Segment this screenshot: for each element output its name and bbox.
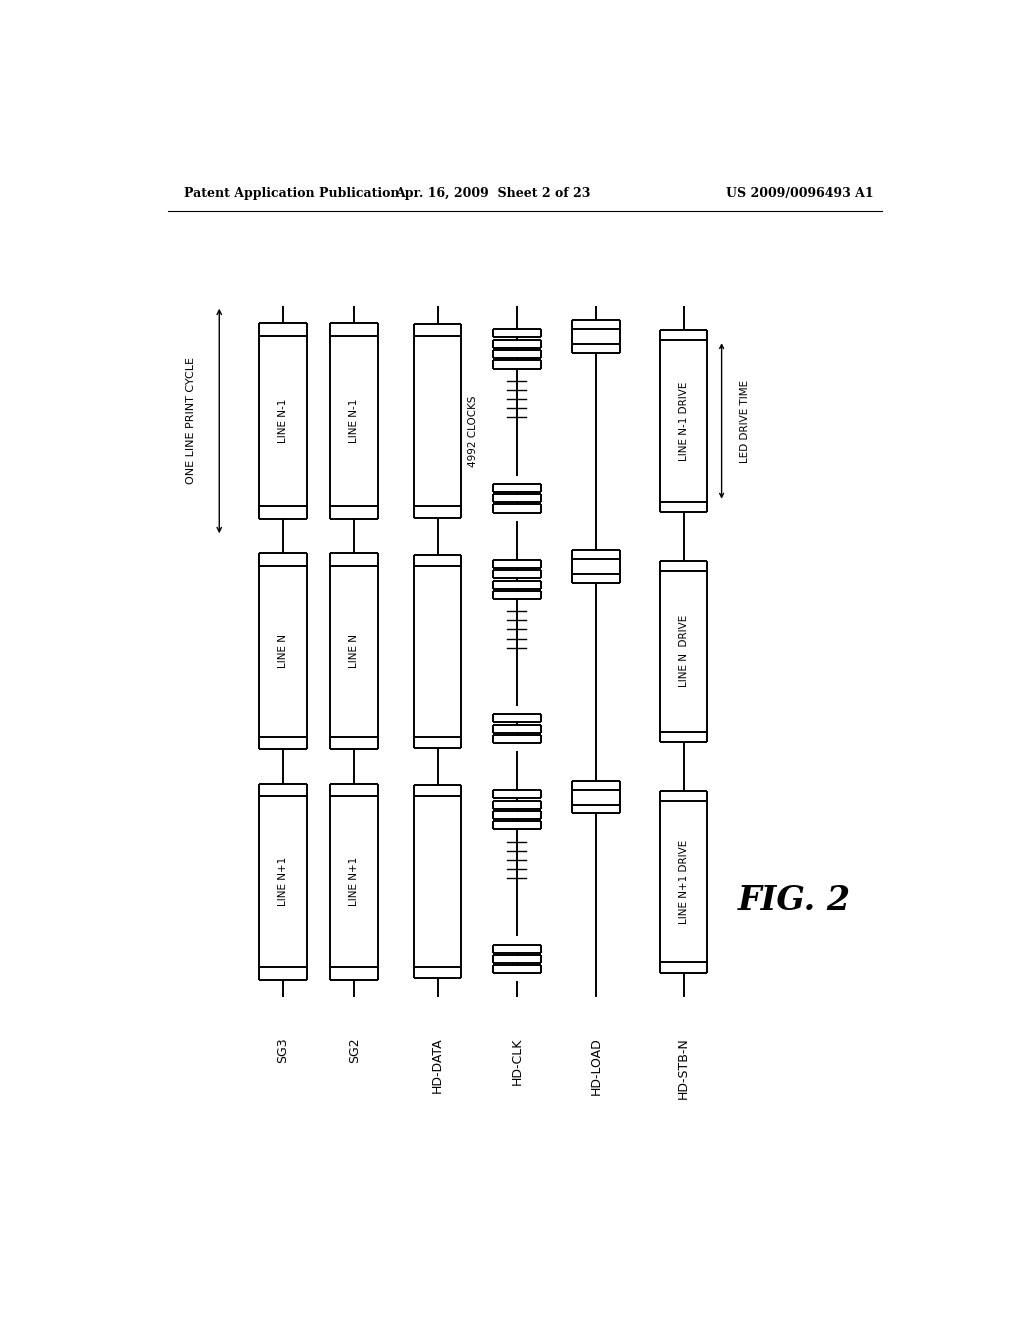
Text: SG2: SG2 <box>348 1038 360 1063</box>
Text: LINE N+1: LINE N+1 <box>278 857 288 907</box>
Text: HD-LOAD: HD-LOAD <box>590 1038 603 1096</box>
Text: LINE N  DRIVE: LINE N DRIVE <box>679 615 688 688</box>
Text: LINE N-1: LINE N-1 <box>349 399 359 444</box>
Text: Patent Application Publication: Patent Application Publication <box>183 187 399 201</box>
Text: LINE N+1 DRIVE: LINE N+1 DRIVE <box>679 840 688 924</box>
Text: LINE N-1: LINE N-1 <box>278 399 288 444</box>
Text: SG3: SG3 <box>276 1038 289 1063</box>
Text: LINE N+1: LINE N+1 <box>349 857 359 907</box>
Text: HD-CLK: HD-CLK <box>510 1038 523 1085</box>
Text: HD-DATA: HD-DATA <box>431 1038 444 1093</box>
Text: Apr. 16, 2009  Sheet 2 of 23: Apr. 16, 2009 Sheet 2 of 23 <box>395 187 591 201</box>
Text: LED DRIVE TIME: LED DRIVE TIME <box>740 379 751 462</box>
Text: FIG. 2: FIG. 2 <box>738 884 851 917</box>
Text: LINE N: LINE N <box>278 635 288 668</box>
Text: ONE LINE PRINT CYCLE: ONE LINE PRINT CYCLE <box>186 358 197 484</box>
Text: 4992 CLOCKS: 4992 CLOCKS <box>468 396 478 467</box>
Text: HD-STB-N: HD-STB-N <box>677 1038 690 1100</box>
Text: LINE N: LINE N <box>349 635 359 668</box>
Text: LINE N-1 DRIVE: LINE N-1 DRIVE <box>679 381 688 461</box>
Text: US 2009/0096493 A1: US 2009/0096493 A1 <box>726 187 873 201</box>
